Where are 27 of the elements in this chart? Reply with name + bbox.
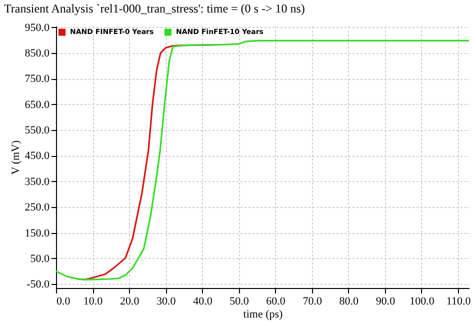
x-tick-label: 100.0 <box>410 296 435 308</box>
x-tick-label: 110.0 <box>446 296 472 308</box>
x-tick-label: 0.0 <box>56 296 71 308</box>
y-tick-label: 50.0 <box>30 252 50 265</box>
x-axis-title: time (ps) <box>243 308 284 320</box>
chart-title: Transient Analysis `rel1-000_tran_stress': time = (0 s -> 10 ns) <box>4 1 305 16</box>
y-tick-label: 250.0 <box>24 202 50 214</box>
y-tick-label: 150.0 <box>24 227 50 240</box>
y-tick-label: 550.0 <box>24 124 50 137</box>
x-tick-label: 50.0 <box>230 296 250 308</box>
x-tick-label: 40.0 <box>193 296 213 308</box>
y-tick-label: 350.0 <box>24 176 50 188</box>
x-tick-label: 80.0 <box>339 296 360 308</box>
y-tick-label: 950.0 <box>24 22 50 34</box>
y-tick-label: 850.0 <box>24 47 50 60</box>
y-axis-title: V (mV) <box>10 140 22 175</box>
y-tick-label: 450.0 <box>24 150 50 162</box>
line-series <box>56 40 469 280</box>
x-tick-label: 30.0 <box>156 296 176 308</box>
x-tick-label: 60.0 <box>266 296 286 308</box>
y-tick-label: 650.0 <box>24 98 50 111</box>
y-tick-label: -50.0 <box>26 278 50 291</box>
x-tick-label: 70.0 <box>302 296 322 308</box>
y-tick-label: 750.0 <box>24 73 50 86</box>
x-tick-label: 20.0 <box>120 296 140 308</box>
x-tick-label: 90.0 <box>376 296 396 308</box>
x-tick-label: 10.0 <box>83 296 104 308</box>
